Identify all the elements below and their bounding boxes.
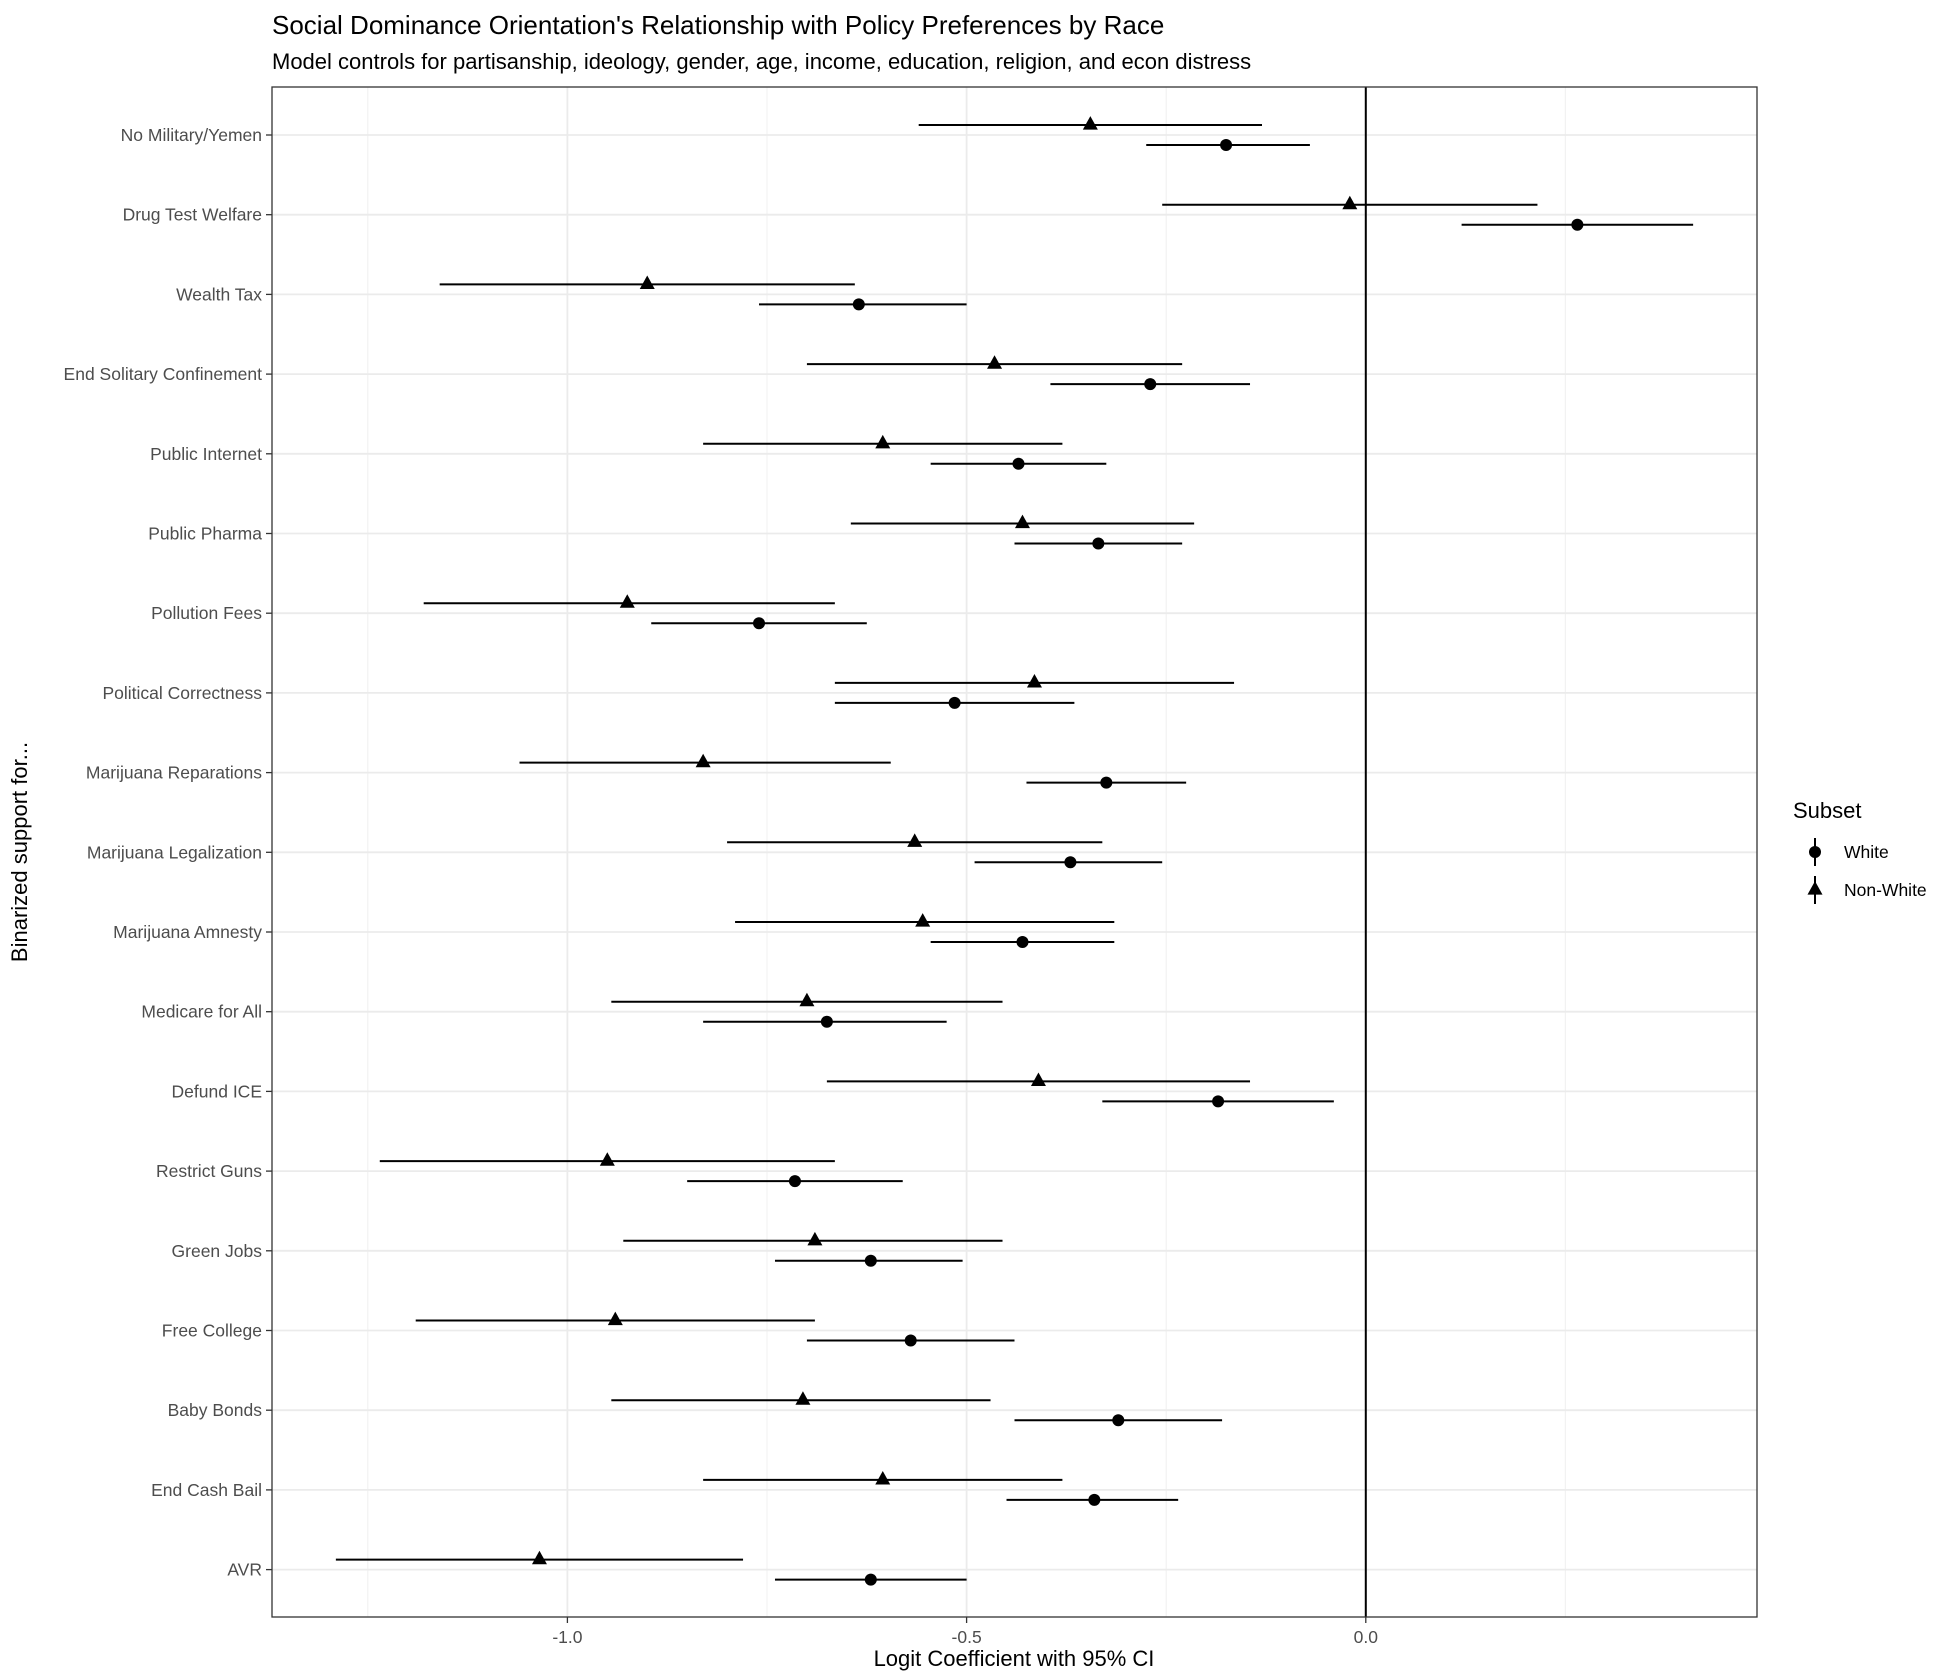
y-tick-label: No Military/Yemen: [121, 125, 262, 145]
y-tick-label: Free College: [162, 1321, 262, 1341]
legend-key-non-white: [1807, 881, 1823, 895]
point-non-white: [907, 833, 923, 847]
point-non-white: [795, 1391, 811, 1405]
point-white: [753, 617, 766, 630]
point-white: [820, 1015, 833, 1028]
chart-title: Social Dominance Orientation's Relations…: [272, 10, 1164, 40]
y-tick-label: Drug Test Welfare: [123, 205, 262, 225]
point-non-white: [639, 275, 655, 289]
point-non-white: [799, 992, 815, 1007]
point-white: [1016, 936, 1029, 948]
y-tick-label: Marijuana Reparations: [86, 763, 262, 783]
point-non-white: [1026, 673, 1042, 688]
y-axis-ticks: No Military/Yemen Drug Test Welfare Wealth…: [64, 125, 272, 1580]
y-axis-title: Binarized support for...: [7, 742, 32, 962]
point-white: [1092, 537, 1105, 550]
point-non-white: [807, 1231, 823, 1246]
point-non-white: [531, 1550, 547, 1565]
legend-title: Subset: [1793, 798, 1862, 823]
point-white: [788, 1175, 801, 1188]
point-white: [1212, 1095, 1225, 1108]
point-white: [1064, 856, 1077, 869]
point-non-white: [987, 355, 1003, 369]
y-tick-label: End Solitary Confinement: [64, 364, 263, 384]
legend-label-non-white: Non-White: [1844, 880, 1927, 900]
point-non-white: [915, 913, 931, 927]
y-tick-label: Green Jobs: [172, 1241, 263, 1261]
y-tick-label: Political Correctness: [103, 683, 263, 703]
point-white: [1220, 139, 1233, 151]
y-tick-label: Public Pharma: [148, 524, 262, 544]
grid-lines: [272, 87, 1757, 1617]
x-tick-label: -0.5: [952, 1627, 982, 1647]
y-tick-label: Public Internet: [150, 444, 262, 464]
point-non-white: [599, 1152, 615, 1166]
point-non-white: [875, 1470, 891, 1485]
point-non-white: [1342, 195, 1358, 210]
point-white: [1088, 1493, 1101, 1506]
point-white: [1100, 776, 1113, 789]
y-tick-label: Restrict Guns: [156, 1161, 262, 1181]
point-non-white: [695, 753, 711, 768]
x-tick-label: 0.0: [1354, 1627, 1379, 1647]
point-non-white: [1082, 116, 1098, 130]
y-tick-label: Marijuana Amnesty: [113, 922, 262, 942]
point-non-white: [1030, 1072, 1046, 1086]
legend-key-white: [1809, 846, 1821, 858]
point-white: [864, 1254, 877, 1267]
legend-keys: White Non-White: [1807, 838, 1927, 904]
point-non-white: [875, 434, 891, 449]
y-tick-label: End Cash Bail: [151, 1480, 262, 1500]
x-tick-label: -1.0: [552, 1627, 582, 1647]
point-non-white: [619, 594, 635, 608]
x-axis-ticks: -1.0 -0.5 0.0: [552, 1617, 1378, 1647]
y-tick-label: Marijuana Legalization: [87, 842, 262, 862]
y-tick-label: Pollution Fees: [151, 603, 262, 623]
point-white: [948, 696, 961, 709]
y-tick-label: Defund ICE: [172, 1081, 262, 1101]
point-non-white: [607, 1311, 623, 1326]
point-white: [904, 1334, 917, 1347]
point-white: [852, 298, 865, 311]
y-tick-label: Medicare for All: [141, 1002, 262, 1022]
point-white: [1012, 457, 1025, 470]
data-marks: [335, 116, 1694, 1586]
y-tick-label: Baby Bonds: [168, 1400, 263, 1420]
point-non-white: [1014, 514, 1030, 529]
point-white: [864, 1573, 877, 1586]
y-tick-label: AVR: [227, 1560, 262, 1580]
point-white: [1571, 218, 1584, 231]
x-axis-title: Logit Coefficient with 95% CI: [874, 1646, 1155, 1671]
point-white: [1144, 378, 1157, 391]
point-white: [1112, 1414, 1125, 1427]
y-tick-label: Wealth Tax: [176, 284, 262, 304]
legend: Subset White Non-White: [1793, 798, 1927, 904]
chart-subtitle: Model controls for partisanship, ideolog…: [272, 49, 1251, 74]
legend-label-white: White: [1844, 842, 1889, 862]
